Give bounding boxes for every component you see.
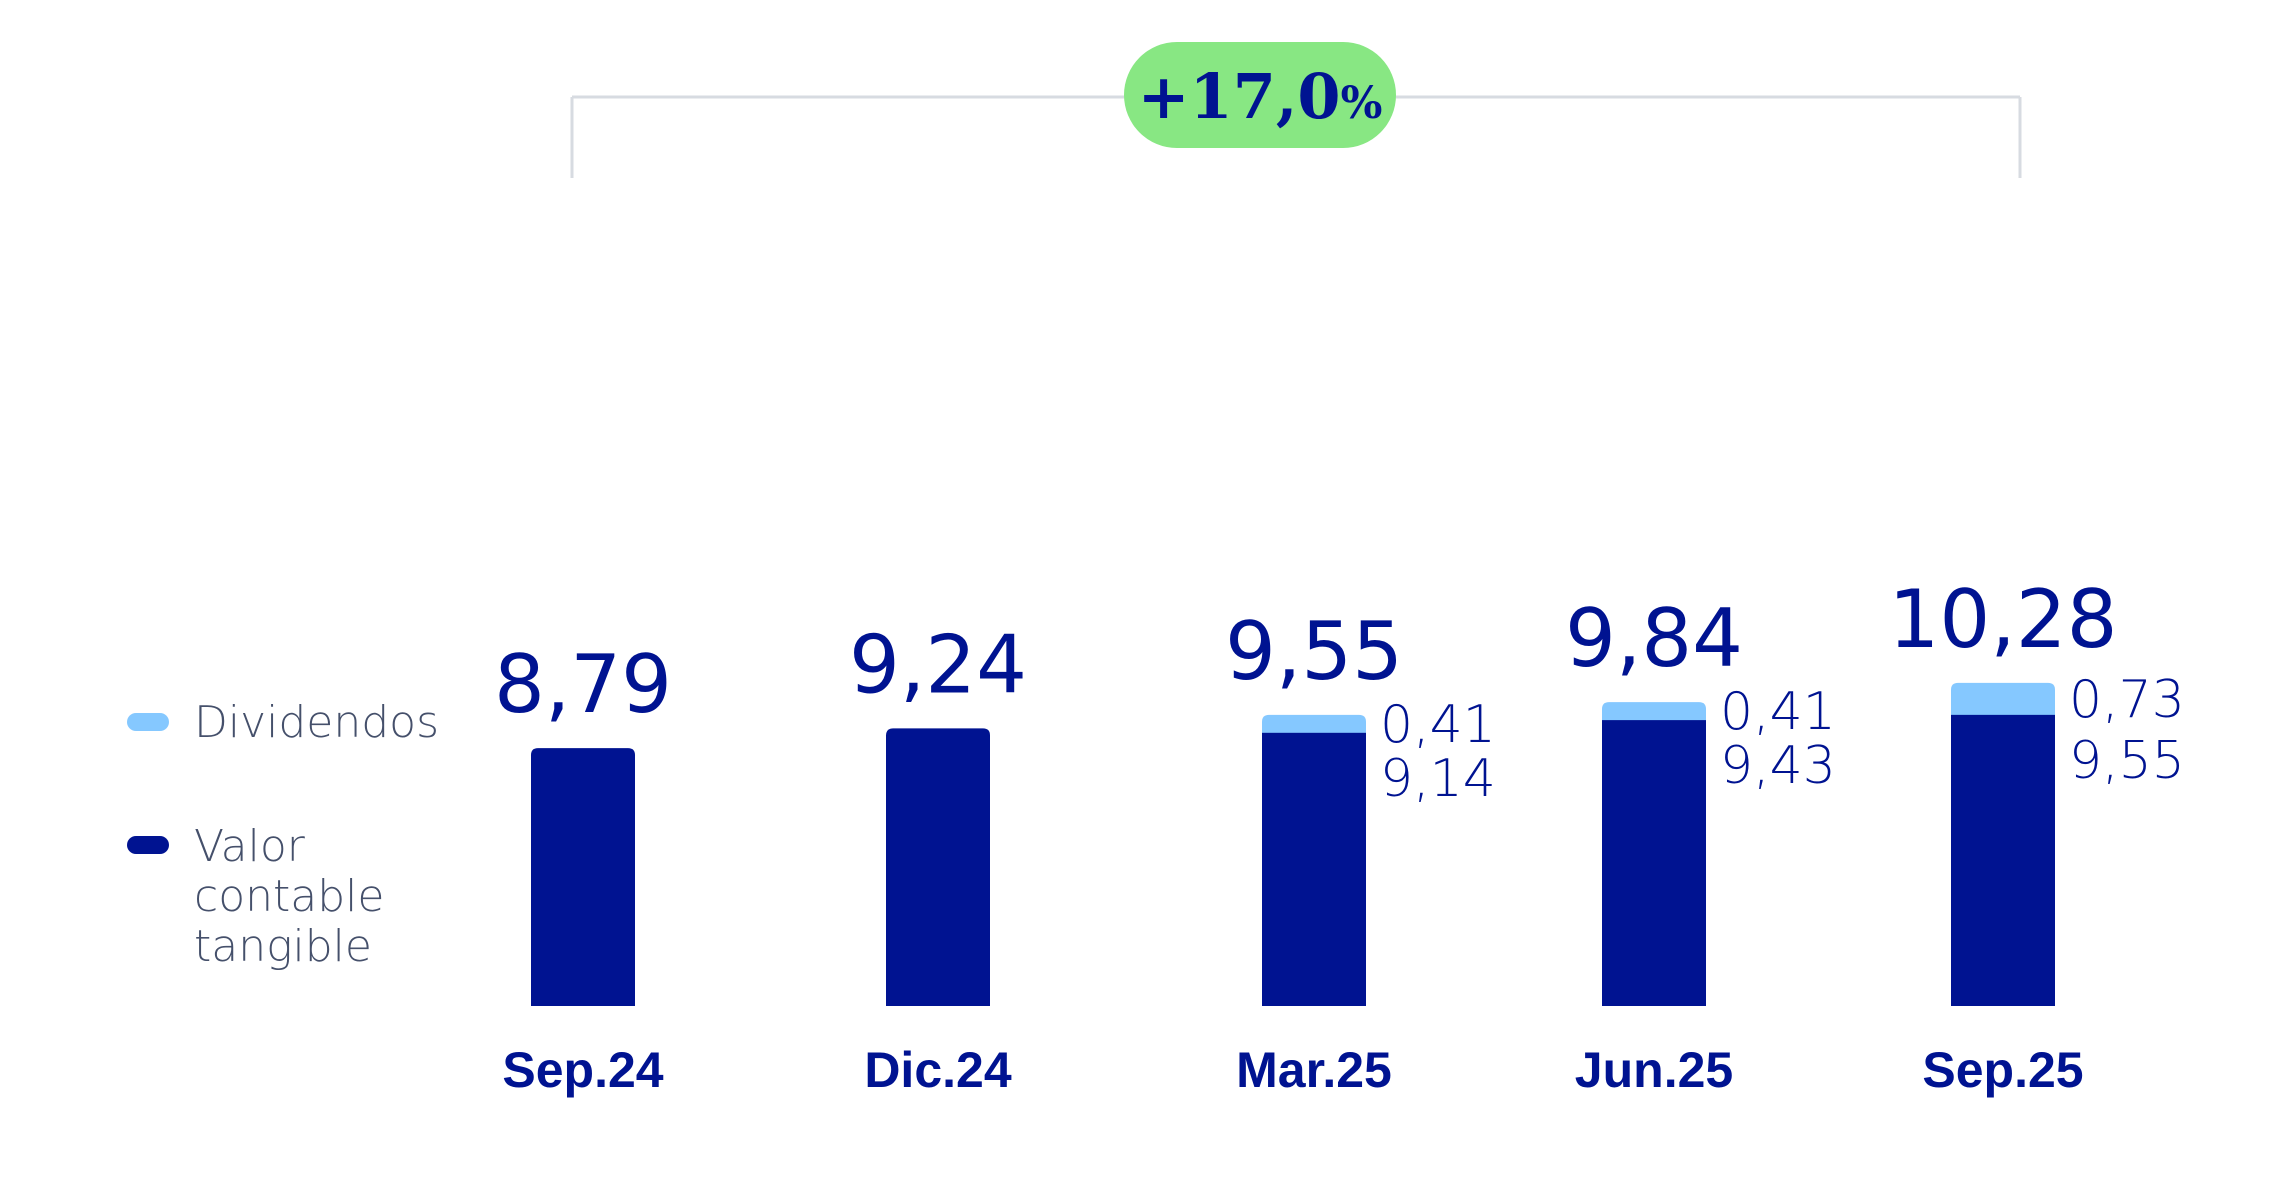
bar-valor [1602, 720, 1706, 1006]
legend-swatch-dividendos [127, 713, 169, 731]
bar-dividendos [1602, 702, 1706, 722]
growth-badge-label: +17,0% [1138, 60, 1383, 133]
bar-valor [1951, 714, 2055, 1006]
growth-badge: +17,0% [1124, 42, 1396, 148]
category-label: Dic.24 [864, 1042, 1012, 1098]
total-value-label: 10,28 [1888, 573, 2117, 666]
legend-label-valor-line-1: Valor [194, 821, 306, 872]
category-label: Mar.25 [1236, 1042, 1392, 1098]
bar-valor [531, 748, 635, 1006]
dividendos-value-label: 0,41 [1720, 682, 1836, 742]
dividendos-value-label: 0,73 [2069, 670, 2185, 730]
total-value-label: 9,24 [849, 618, 1027, 711]
bar-valor [1262, 732, 1366, 1006]
legend: Dividendos Valor contable tangible [127, 697, 439, 972]
growth-value: +17,0 [1138, 60, 1341, 133]
growth-unit: % [1341, 78, 1383, 129]
category-label: Sep.24 [502, 1042, 663, 1098]
legend-label-valor-line-2: contable [194, 871, 384, 922]
valor-value-label: 9,14 [1380, 749, 1496, 809]
valor-value-label: 9,43 [1720, 736, 1836, 796]
growth-bracket [570, 95, 2022, 178]
total-value-label: 9,55 [1225, 605, 1403, 698]
bars-group [531, 682, 2055, 1006]
labels-group: 8,79Sep.249,24Dic.249,550,419,14Mar.259,… [494, 573, 2185, 1098]
bar-dividendos [1262, 714, 1366, 734]
bar-valor [886, 728, 990, 1006]
bar-dividendos [1951, 682, 2055, 716]
legend-label-valor-line-3: tangible [194, 921, 372, 972]
legend-swatch-valor [127, 836, 169, 854]
total-value-label: 8,79 [494, 638, 672, 731]
valor-value-label: 9,55 [2069, 731, 2185, 791]
dividendos-value-label: 0,41 [1380, 695, 1496, 755]
total-value-label: 9,84 [1565, 592, 1743, 685]
category-label: Jun.25 [1575, 1042, 1733, 1098]
category-label: Sep.25 [1922, 1042, 2083, 1098]
growth-badge-background [1124, 42, 1396, 148]
legend-label-dividendos: Dividendos [194, 697, 439, 748]
